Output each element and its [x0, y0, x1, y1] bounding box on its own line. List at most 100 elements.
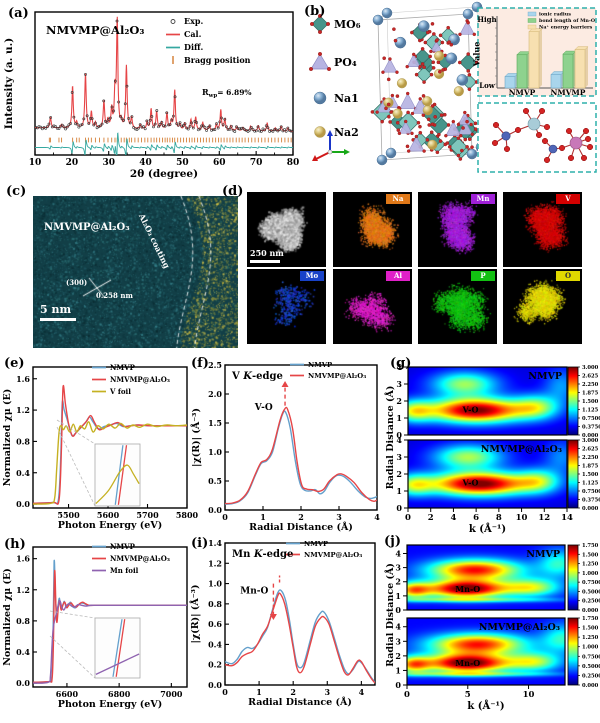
svg-text:1.500: 1.500 — [582, 626, 599, 632]
svg-text:NMVP: NMVP — [526, 549, 560, 560]
svg-text:NMVP: NMVP — [308, 361, 332, 369]
svg-text:0.5000: 0.5000 — [582, 589, 600, 595]
svg-text:Normalized χμ (E): Normalized χμ (E) — [2, 389, 13, 487]
svg-text:Radial Distance (Å): Radial Distance (Å) — [249, 521, 353, 533]
svg-text:1: 1 — [396, 413, 402, 423]
wavelet-v-overlay: 01234NMVPV-O3.0002.6252.2501.8751.5001.1… — [384, 362, 600, 535]
wavelet-mn-overlay: 0 1 2 3 4 NMVP Mn-O 1.750 1.500 1.250 1.000 0.7500 0… — [384, 543, 600, 712]
svg-text:MO₆: MO₆ — [334, 18, 361, 31]
svg-text:Radial Distance (Å): Radial Distance (Å) — [384, 386, 396, 490]
svg-text:1.0: 1.0 — [208, 579, 222, 589]
svg-text:1.125: 1.125 — [582, 481, 599, 487]
eds-element-label-V: V — [556, 194, 580, 204]
svg-text:k (Å⁻¹): k (Å⁻¹) — [467, 700, 504, 712]
svg-text:1.750: 1.750 — [582, 616, 599, 622]
eds-tile-V — [503, 192, 582, 267]
svg-text:2: 2 — [395, 651, 401, 661]
crystal-structure-panel: MO₆ PO₄ Na1 Na2 High Low Value NMVP NMVMP ionic r… — [308, 1, 597, 173]
svg-text:NMVMP@Al₂O₃: NMVMP@Al₂O₃ — [479, 622, 560, 633]
svg-text:1: 1 — [260, 512, 266, 522]
svg-text:V K-edge: V K-edge — [231, 371, 283, 382]
svg-text:High: High — [477, 15, 496, 24]
svg-text:0.7500: 0.7500 — [582, 580, 600, 586]
svg-text:2.250: 2.250 — [582, 382, 599, 388]
svg-text:1.6: 1.6 — [16, 554, 30, 564]
svg-text:|χ(R)| (Å⁻³): |χ(R)| (Å⁻³) — [190, 408, 202, 467]
svg-text:ionic radius: ionic radius — [539, 12, 571, 18]
svg-text:1.500: 1.500 — [582, 399, 599, 405]
svg-text:Mn-O: Mn-O — [240, 587, 268, 597]
svg-text:10: 10 — [29, 158, 42, 168]
svg-text:2: 2 — [290, 687, 296, 697]
svg-text:0.8: 0.8 — [16, 616, 30, 626]
svg-text:V foil: V foil — [109, 387, 131, 396]
svg-text:Cal.: Cal. — [184, 29, 202, 39]
colorbar — [568, 367, 578, 435]
tem-plane-label: (300) — [66, 278, 88, 287]
svg-text:0.6: 0.6 — [208, 619, 222, 629]
svg-text:0: 0 — [395, 605, 401, 615]
exafs-v-chart: 0 1 2 3 4 0.0 0.5 1.0 1.5 2.0 2.5 Radial Distance (… — [190, 360, 380, 533]
panel-c-tag: (c) — [6, 184, 27, 199]
svg-text:0.5: 0.5 — [208, 476, 222, 486]
eds-tile-O — [503, 269, 582, 344]
svg-text:0: 0 — [405, 513, 411, 523]
svg-text:1: 1 — [256, 687, 262, 697]
svg-text:Diff.: Diff. — [184, 42, 204, 52]
tem-material-label: NMVMP@Al₂O₃ — [44, 222, 130, 233]
svg-text:0.3750: 0.3750 — [582, 425, 600, 431]
svg-text:1.875: 1.875 — [582, 464, 599, 470]
svg-text:0.7500: 0.7500 — [582, 416, 600, 422]
tem-scalebar — [40, 318, 76, 321]
svg-text:NMVP: NMVP — [304, 540, 328, 548]
svg-text:0.0: 0.0 — [16, 678, 30, 688]
svg-text:1.500: 1.500 — [582, 472, 599, 478]
panel-f-tag: (f) — [191, 356, 209, 371]
svg-text:1.750: 1.750 — [582, 543, 599, 549]
svg-text:2: 2 — [396, 469, 402, 479]
svg-text:2.625: 2.625 — [582, 374, 599, 380]
svg-text:3.000: 3.000 — [582, 365, 599, 371]
svg-text:1.125: 1.125 — [582, 408, 599, 414]
svg-text:5: 5 — [465, 690, 471, 700]
colorbar — [568, 545, 578, 610]
svg-text:0: 0 — [222, 512, 228, 522]
eds-element-label-Al: Al — [386, 271, 410, 281]
exafs-mn-chart: 0 1 2 3 4 0.0 0.2 0.4 0.6 0.8 1.0 1.2 1.4 Radial Dist… — [189, 538, 376, 708]
svg-text:Photon Energy (eV): Photon Energy (eV) — [58, 520, 162, 531]
svg-text:5700: 5700 — [136, 510, 159, 520]
svg-text:5600: 5600 — [97, 510, 120, 520]
wavelet-map-NMVP — [408, 367, 567, 435]
xrd-chart: 10 20 30 40 50 60 70 80 2θ (degree) Intensity (a.… — [3, 11, 299, 180]
svg-text:Mn K-edge: Mn K-edge — [232, 549, 293, 560]
svg-text:2: 2 — [298, 512, 304, 522]
svg-text:3: 3 — [324, 687, 330, 697]
eds-element-label-Mo: Mo — [300, 271, 324, 281]
panel-a-tag: (a) — [8, 6, 29, 21]
svg-text:1.250: 1.250 — [582, 635, 599, 641]
svg-text:0: 0 — [395, 680, 401, 690]
xanes-mn-chart: 6600 6800 7000 0.0 0.4 0.8 1.2 1.6 Photon Energy… — [2, 542, 188, 710]
svg-text:2.0: 2.0 — [208, 389, 222, 399]
svg-text:2: 2 — [428, 513, 434, 523]
panel-j-tag: (j) — [384, 534, 402, 549]
panel-e-tag: (e) — [4, 356, 25, 371]
svg-text:NMVP: NMVP — [110, 542, 136, 551]
svg-text:Photon Energy (eV): Photon Energy (eV) — [58, 699, 162, 710]
svg-text:1: 1 — [396, 486, 402, 496]
svg-text:Intensity (a. u.): Intensity (a. u.) — [3, 38, 15, 130]
svg-text:1.2: 1.2 — [16, 405, 30, 415]
svg-text:0.8: 0.8 — [208, 599, 222, 609]
eds-scalebar-label: 250 nm — [250, 248, 284, 258]
svg-text:60: 60 — [213, 158, 226, 168]
svg-text:Low: Low — [479, 81, 496, 90]
svg-text:0: 0 — [404, 690, 410, 700]
svg-text:0.2500: 0.2500 — [582, 599, 600, 605]
svg-text:6: 6 — [473, 513, 479, 523]
svg-text:0.4: 0.4 — [16, 468, 30, 478]
eds-tile-Mo — [247, 269, 326, 344]
svg-text:0.3750: 0.3750 — [582, 498, 600, 504]
eds-tile-stem — [247, 192, 326, 267]
svg-text:Normalized χμ (E): Normalized χμ (E) — [2, 568, 13, 666]
svg-text:Mn-O: Mn-O — [455, 658, 480, 668]
